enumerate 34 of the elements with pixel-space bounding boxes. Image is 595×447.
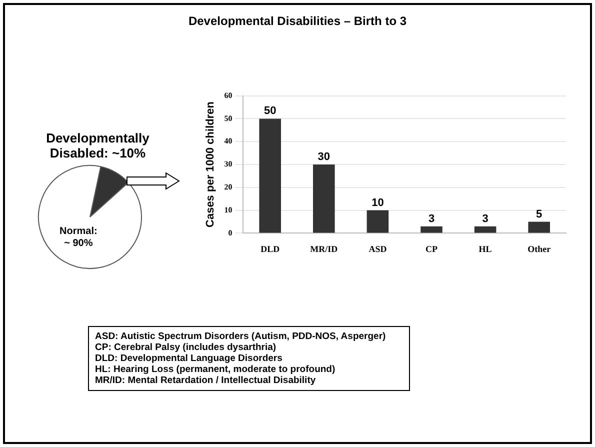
- y-tick-label: 50: [224, 114, 232, 123]
- y-tick-label: 40: [224, 136, 232, 146]
- y-tick-label: 0: [228, 228, 232, 238]
- data-label: 5: [536, 208, 542, 220]
- x-tick-label: Other: [528, 244, 551, 254]
- text: CP: Cerebral Palsy (includes dysarthria): [95, 342, 278, 353]
- bar: [366, 210, 389, 233]
- bar: [420, 226, 442, 233]
- y-tick-label: 10: [224, 205, 232, 214]
- bar: [528, 222, 550, 233]
- x-tick-label: ASD: [368, 244, 388, 254]
- text: ASD: Autistic Spectrum Disorders (Autism, PDD-NOS, Asperger): [95, 331, 387, 342]
- x-tick-label: DLD: [260, 244, 280, 254]
- x-tick-label: MR/ID: [310, 244, 338, 254]
- data-label: 50: [264, 105, 276, 118]
- data-label: 3: [428, 212, 435, 225]
- y-tick-label: 20: [224, 182, 232, 192]
- slice-label: Normal: ~ 90%: [60, 226, 98, 249]
- slice-label: Developmentally Disabled: ~10%: [46, 130, 150, 161]
- x-tick-label: CP: [426, 244, 438, 254]
- text: MR/ID: Mental Retardation / Intellectual Disability: [95, 375, 317, 386]
- bar: [313, 164, 335, 233]
- y-axis-title: Cases per 1000 children: [204, 101, 217, 228]
- y-tick-label: 30: [224, 160, 232, 169]
- text: HL: Hearing Loss (permanent, moderate to profound): [95, 364, 336, 375]
- chart-title: Developmental Disabilities – Birth to 3: [187, 14, 408, 28]
- data-label: 3: [482, 212, 488, 225]
- data-label: 30: [318, 151, 330, 164]
- bar: [474, 226, 496, 233]
- data-label: 10: [372, 196, 384, 209]
- y-tick-label: 60: [224, 90, 232, 100]
- text: DLD: Developmental Language Disorders: [95, 353, 284, 364]
- bar: [259, 118, 281, 233]
- x-tick-label: HL: [478, 244, 492, 254]
